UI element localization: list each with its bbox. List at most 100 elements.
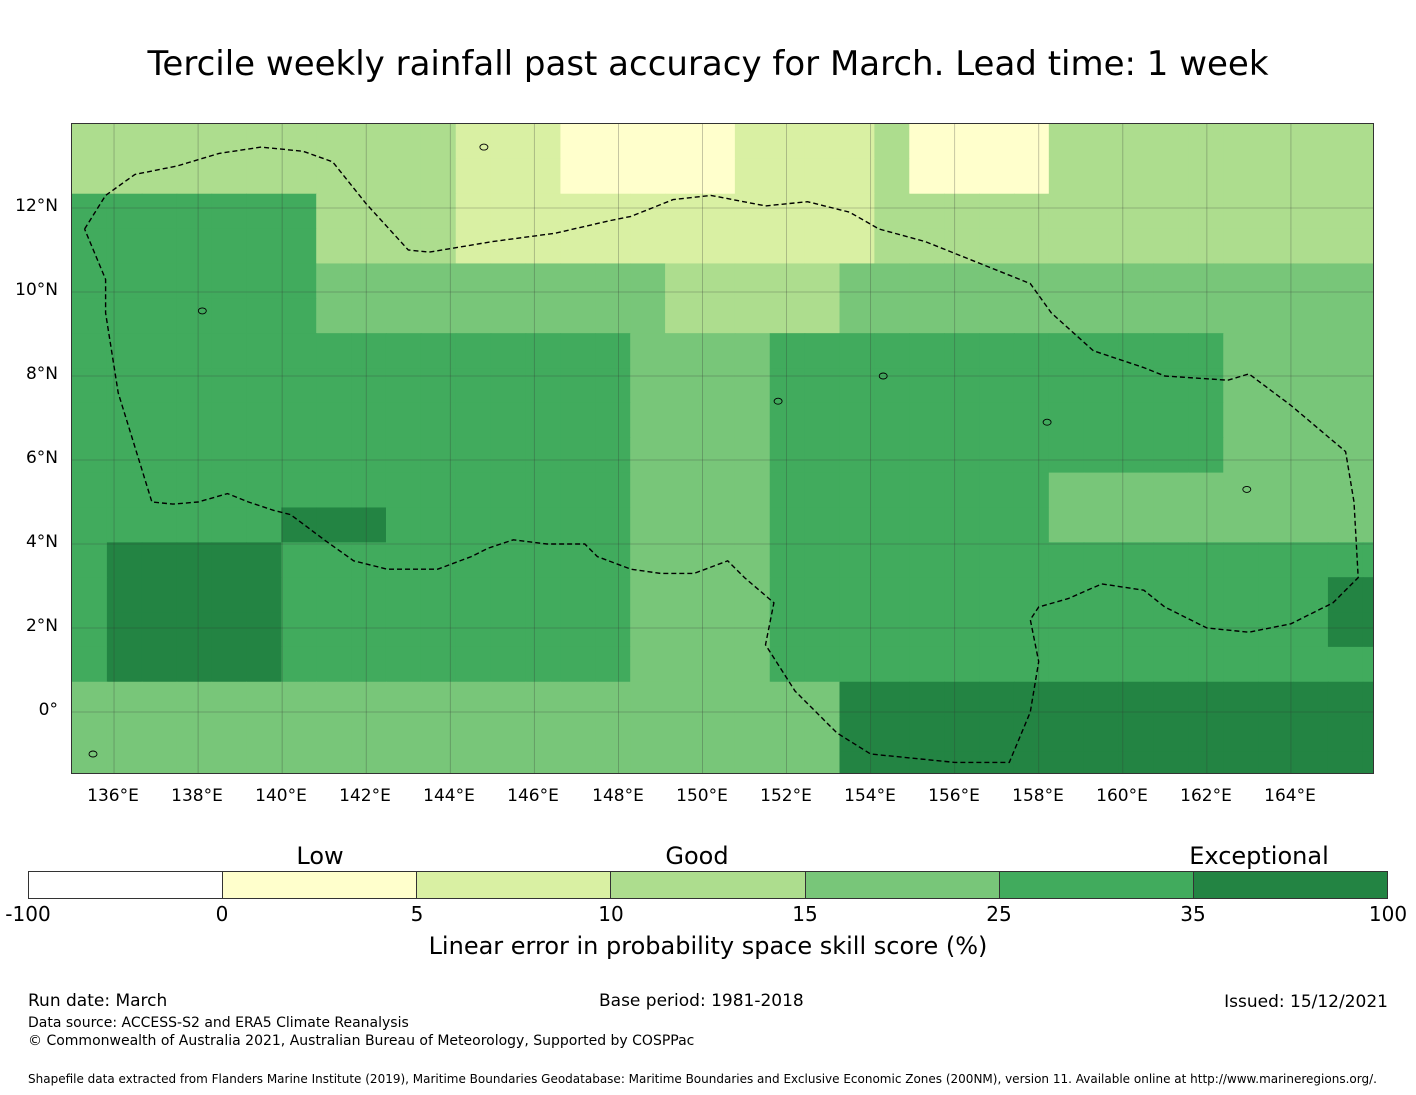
skill-cell [246, 646, 282, 683]
skill-cell [1327, 158, 1364, 195]
skill-cell [385, 124, 422, 160]
skill-cell [944, 298, 980, 334]
skill-cell [769, 681, 806, 718]
skill-cell [699, 542, 736, 578]
skill-cell [211, 158, 248, 195]
eez-boundary [83, 146, 1359, 764]
skill-cell [211, 333, 248, 369]
skill-cell [1153, 124, 1189, 160]
skill-cell [1083, 333, 1120, 369]
skill-cell [351, 263, 387, 299]
skill-cell [734, 542, 771, 578]
skill-cell [1083, 368, 1120, 404]
category-low: Low [296, 842, 344, 870]
skill-cell [1013, 716, 1050, 753]
skill-cell [665, 472, 701, 509]
skill-cell [944, 368, 980, 404]
skill-cell [699, 333, 736, 369]
skill-cell [351, 716, 387, 753]
skill-cell [455, 263, 492, 299]
skill-cell [420, 402, 457, 439]
lon-label-164e: 164°E [1264, 786, 1316, 806]
skill-cell [769, 507, 806, 543]
skill-cell [1327, 751, 1364, 773]
skill-cell [595, 577, 631, 613]
skill-cell [630, 681, 666, 718]
skill-cell [72, 402, 108, 439]
skill-cell [316, 612, 352, 648]
skill-cell [106, 716, 143, 753]
skill-cell [351, 158, 387, 195]
skill-cell [316, 542, 352, 578]
skill-cell [525, 542, 562, 578]
skill-cell [1013, 646, 1050, 683]
skill-cell [246, 124, 282, 160]
island-outline [1042, 418, 1052, 426]
skill-cell [316, 681, 352, 718]
skill-cell [351, 298, 387, 334]
skill-cell [1083, 612, 1120, 648]
skill-cell [490, 577, 527, 613]
skill-cell [1188, 612, 1224, 648]
skill-cell [1118, 716, 1155, 753]
skill-cell [351, 751, 387, 773]
skill-cell [699, 646, 736, 683]
skill-cell [734, 681, 771, 718]
skill-cell [1153, 577, 1189, 613]
skill-cell [1083, 228, 1120, 265]
skill-cell [106, 507, 143, 543]
skill-cell [665, 612, 701, 648]
skill-cell [1327, 577, 1364, 613]
skill-cell [385, 298, 422, 334]
skill-cell [106, 298, 143, 334]
colorbar-tick: 35 [1180, 902, 1206, 926]
skill-cell [1083, 437, 1120, 474]
skill-cell [281, 542, 317, 578]
skill-cell [595, 472, 631, 509]
skill-cell [1083, 716, 1120, 753]
skill-cell [665, 263, 701, 299]
skill-cell [909, 368, 945, 404]
colorbar [28, 871, 1388, 899]
skill-cell [490, 542, 527, 578]
skill-cell [1223, 472, 1259, 509]
skill-cell [665, 298, 701, 334]
skill-cell [804, 298, 841, 334]
skill-cell [1048, 437, 1085, 474]
skill-cell [1258, 577, 1294, 613]
skill-cell [560, 124, 596, 160]
skill-cell [1362, 158, 1373, 195]
colorbar-tick: 100 [1368, 902, 1408, 926]
skill-cell [1327, 612, 1364, 648]
skill-cell [420, 193, 457, 230]
skill-cell [455, 193, 492, 230]
skill-cell [1048, 716, 1085, 753]
skill-cell [106, 193, 143, 230]
skill-cell [141, 333, 178, 369]
skill-cell [769, 646, 806, 683]
skill-cell [665, 681, 701, 718]
category-exceptional: Exceptional [1189, 842, 1329, 870]
skill-cell [909, 577, 945, 613]
skill-cell [316, 368, 352, 404]
skill-cell [176, 612, 213, 648]
skill-cell [1258, 193, 1294, 230]
skill-cell [595, 716, 631, 753]
skill-cell [804, 507, 841, 543]
skill-cell [979, 193, 1015, 230]
skill-cell [525, 577, 562, 613]
skill-cell [525, 368, 562, 404]
skill-cell [1153, 716, 1189, 753]
skill-cell [1293, 681, 1329, 718]
skill-cell [804, 402, 841, 439]
skill-cell [176, 124, 213, 160]
skill-cell [1048, 193, 1085, 230]
skill-cell [316, 228, 352, 265]
skill-cell [595, 158, 631, 195]
skill-cell [525, 716, 562, 753]
skill-cell [979, 542, 1015, 578]
skill-cell [1258, 472, 1294, 509]
skill-cell [420, 124, 457, 160]
skill-cell [595, 646, 631, 683]
skill-cell [630, 333, 666, 369]
